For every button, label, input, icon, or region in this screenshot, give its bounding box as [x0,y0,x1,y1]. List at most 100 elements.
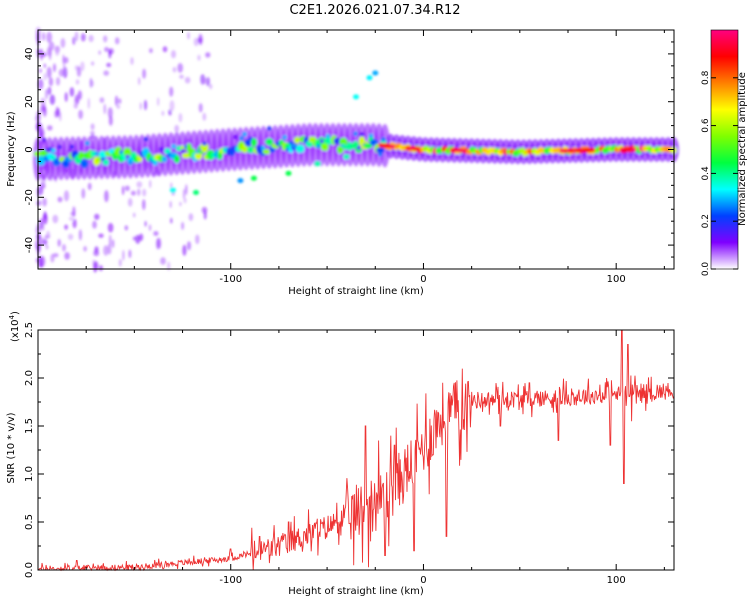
colorbar-gradient [711,30,738,269]
noise-blob [42,106,47,117]
noise-blob [142,199,146,211]
ridge-blob [128,160,133,165]
spectrogram-y-tick-label: -20 [24,189,35,205]
ridge-blob [333,137,341,145]
colorbar-label: Normalized spectral amplitude [737,72,748,226]
noise-blob [42,197,47,207]
ridge-blob [669,147,677,154]
noise-blob [201,77,208,85]
noise-blob [185,184,188,196]
noise-blob [197,54,201,61]
noise-blob [46,46,52,57]
colorbar-tick-label: 0.6 [701,118,711,133]
noise-blob [183,197,187,204]
colorbar-tick-label: 0.2 [701,214,711,228]
noise-blob [46,66,52,79]
noise-blob [201,206,208,214]
snr-y-tick-label: 1.5 [24,418,35,434]
noise-blob [167,261,171,271]
spectrogram-y-tick-label: 0 [24,146,35,152]
ridge-blob [363,143,373,149]
ridge-blob [246,146,255,153]
colorbar: 0.0 0.2 0.4 0.6 0.8 Normalized spectral ampl… [701,29,748,276]
ridge-blob [98,151,107,159]
noise-blob [118,98,122,104]
ridge-blob [182,152,190,159]
noise-blob [128,249,132,259]
noise-blob [76,94,80,105]
ridge-blob [164,148,171,154]
noise-blob [103,103,107,115]
noise-blob [143,99,148,111]
noise-blob [53,63,56,72]
noise-blob [193,37,199,47]
noise-blob [186,241,192,251]
noise-blob [202,112,207,121]
ridge-blob [123,147,132,157]
noise-blob [174,124,180,133]
noise-blob [37,255,43,268]
noise-blob [92,220,97,229]
noise-blob [122,249,125,261]
ridge-blob [370,139,379,146]
track-point [372,70,379,76]
noise-blob [83,246,87,252]
noise-blob [153,231,159,236]
noise-blob [78,109,83,120]
noise-blob [60,38,66,48]
noise-blob [78,229,82,241]
figure-title: C2E1.2026.021.07.34.R12 [289,3,460,18]
noise-blob [139,102,142,110]
noise-blob [63,57,69,64]
snr-y-axis-label: SNR (10 * v/v) [6,412,17,483]
noise-blob [137,188,141,196]
snr-y-tick-label: 0.0 [24,562,35,578]
noise-blob [181,221,185,230]
noise-blob [130,190,136,196]
ridge-blob [369,133,373,138]
ridge-blob [295,144,305,153]
noise-blob [127,197,133,207]
noise-blob [44,88,49,100]
spectrogram-y-tick-label: 20 [24,95,35,108]
noise-blob [42,32,45,41]
noise-blob [98,233,104,238]
noise-blob [64,224,68,230]
noise-blob [62,244,66,252]
noise-blob [161,110,165,116]
ridge-blob [42,137,47,142]
noise-blob [144,220,147,227]
ridge-blob [159,147,164,152]
noise-blob [124,225,128,231]
ridge-blob [251,138,257,147]
noise-blob [206,77,210,87]
noise-blob [90,130,95,136]
noise-blob [124,185,130,192]
ridge-blob [78,151,85,160]
track-point [366,75,373,81]
noise-blob [179,201,182,207]
noise-blob [72,36,76,46]
ridge-blob [233,135,238,139]
noise-blob [69,87,75,97]
noise-blob [108,115,113,126]
snr-y-tick-label: 2.0 [24,370,35,386]
snr-y-tick-label: 0.5 [24,514,35,530]
noise-blob [118,258,122,267]
noise-blob [37,78,44,90]
noise-blob [57,239,61,247]
noise-blob [107,222,114,233]
snr-y-tick-label: 2.5 [24,322,35,338]
colorbar-frame [710,29,739,270]
noise-blob [52,253,59,258]
spectrogram-x-tick-label: 0 [420,274,426,285]
noise-blob [104,190,109,203]
ridge-blob [337,145,344,154]
noise-blob [90,80,94,87]
snr-x-axis-label: Height of straight line (km) [288,586,424,597]
ridge-blob [51,148,56,153]
ridge-blob [153,161,158,166]
ridge-blob [69,144,74,149]
noise-blob [111,239,115,248]
ridge-blob [239,136,244,141]
